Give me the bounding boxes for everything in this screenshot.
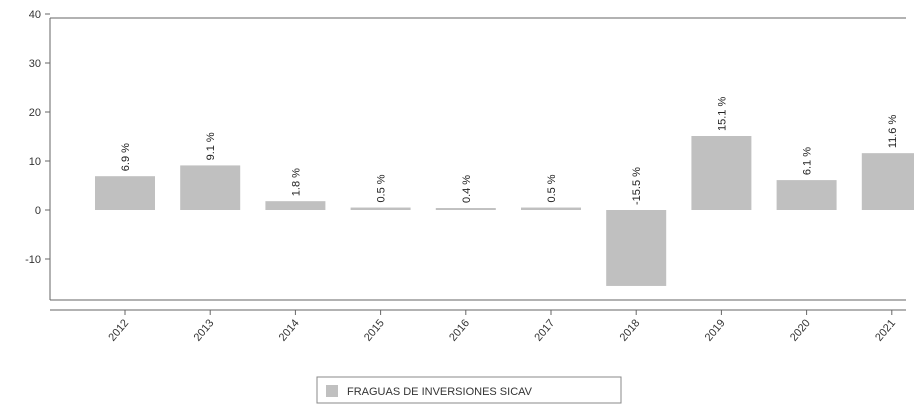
x-tick-label: 2014	[277, 317, 302, 343]
bar-value-label: 0.5 %	[546, 174, 558, 202]
y-tick-label: 0	[35, 205, 41, 217]
bar-labels: 6.9 % 9.1 % 1.8 % 0.5 % 0.4 % 0.5 % -15.5 % 15.…	[120, 97, 899, 205]
bar	[521, 207, 581, 210]
bar-value-label: 6.1 %	[802, 147, 814, 175]
y-tick-label: 20	[29, 107, 41, 119]
x-tick-label: 2020	[788, 317, 813, 343]
bar	[265, 201, 326, 210]
y-ticks: -10 0 10 20 30 40	[25, 9, 50, 266]
bar-value-label: -15.5 %	[631, 167, 643, 205]
x-tick-label: 2018	[618, 317, 643, 343]
x-ticks: 2012 2013 2014 2015 2016 2017 2018 2019 2020 2021	[106, 310, 898, 344]
bar	[606, 210, 667, 286]
bar-value-label: 9.1 %	[205, 132, 217, 160]
x-tick-label: 2016	[447, 317, 472, 343]
x-tick-label: 2017	[532, 317, 557, 343]
bar	[691, 136, 752, 210]
bar	[180, 165, 241, 210]
legend-swatch	[326, 385, 338, 397]
bar	[861, 153, 914, 210]
bar-value-label: 0.5 %	[376, 174, 388, 202]
y-tick-label: 30	[29, 58, 41, 70]
x-tick-label: 2015	[362, 317, 387, 343]
bar	[95, 176, 155, 210]
legend-border	[316, 376, 622, 404]
y-tick-label: 40	[29, 9, 41, 21]
y-tick-label: 10	[29, 156, 41, 168]
bar	[776, 180, 837, 210]
legend: FRAGUAS DE INVERSIONES SICAV	[316, 376, 622, 404]
bar	[435, 208, 496, 210]
x-tick-label: 2019	[703, 317, 728, 343]
bars	[95, 136, 914, 286]
x-tick-label: 2013	[192, 317, 217, 343]
bar-value-label: 0.4 %	[461, 175, 473, 203]
y-tick-label: -10	[25, 254, 41, 266]
x-tick-label: 2012	[106, 317, 131, 343]
bar-value-label: 1.8 %	[290, 168, 302, 196]
legend-label: FRAGUAS DE INVERSIONES SICAV	[347, 386, 533, 398]
plot-frame	[49, 17, 906, 311]
bar-value-label: 15.1 %	[716, 97, 728, 131]
x-tick-label: 2021	[873, 317, 898, 343]
bar-value-label: 11.6 %	[887, 115, 899, 149]
bar-value-label: 6.9 %	[120, 143, 132, 171]
bar	[350, 207, 411, 210]
